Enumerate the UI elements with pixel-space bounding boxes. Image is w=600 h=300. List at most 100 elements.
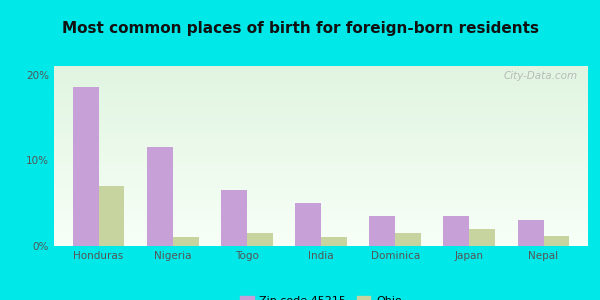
Bar (469, 229, 495, 246)
Bar (54, 226, 588, 228)
Bar (395, 233, 421, 246)
Bar (54, 205, 588, 206)
Bar (54, 142, 588, 143)
Bar (54, 120, 588, 122)
Bar (247, 233, 273, 246)
Bar (54, 102, 588, 104)
Bar (54, 151, 588, 152)
Bar (54, 107, 588, 109)
Bar (54, 98, 588, 100)
Bar (54, 154, 588, 156)
Bar (54, 221, 588, 223)
Bar (54, 242, 588, 244)
Bar (54, 80, 588, 82)
Bar (54, 152, 588, 154)
Bar (73, 87, 98, 246)
Bar (54, 129, 588, 131)
Bar (54, 163, 588, 165)
Bar (54, 235, 588, 237)
Bar (54, 188, 588, 190)
Bar (54, 170, 588, 172)
Legend: Zip code 45215, Ohio: Zip code 45215, Ohio (236, 291, 406, 300)
Bar (54, 95, 588, 97)
Bar (54, 109, 588, 111)
Bar (54, 106, 588, 107)
Bar (173, 237, 199, 246)
Bar (54, 181, 588, 183)
Bar (54, 185, 588, 187)
Bar (54, 88, 588, 89)
Bar (54, 86, 588, 88)
Bar (54, 124, 588, 125)
Bar (321, 237, 347, 246)
Bar (54, 75, 588, 77)
Bar (54, 100, 588, 102)
Bar (54, 239, 588, 241)
Bar (54, 187, 588, 188)
Bar (54, 125, 588, 127)
Bar (54, 219, 588, 221)
Bar (54, 82, 588, 84)
Bar (54, 190, 588, 192)
Bar (54, 197, 588, 199)
Bar (54, 138, 588, 140)
Bar (54, 179, 588, 181)
Bar (54, 196, 588, 197)
Bar (54, 169, 588, 170)
Bar (54, 140, 588, 142)
Bar (54, 118, 588, 120)
Bar (54, 97, 588, 98)
Bar (54, 145, 588, 147)
Text: Most common places of birth for foreign-born residents: Most common places of birth for foreign-… (62, 21, 539, 36)
Bar (54, 131, 588, 133)
Bar (54, 210, 588, 212)
Bar (54, 161, 588, 163)
Bar (54, 136, 588, 138)
Bar (54, 104, 588, 106)
Bar (54, 93, 588, 95)
Bar (54, 233, 588, 235)
Bar (54, 172, 588, 174)
Bar (54, 68, 588, 70)
Bar (54, 183, 588, 185)
Bar (54, 244, 588, 246)
Bar (443, 216, 469, 246)
Bar (54, 156, 588, 158)
Bar (54, 73, 588, 75)
Bar (54, 230, 588, 232)
Bar (54, 241, 588, 242)
Bar (54, 127, 588, 129)
Bar (54, 217, 588, 219)
Bar (54, 158, 588, 160)
Bar (54, 77, 588, 79)
Bar (147, 147, 173, 246)
Bar (54, 122, 588, 124)
Bar (54, 70, 588, 71)
Bar (54, 232, 588, 233)
Bar (54, 113, 588, 115)
Bar (54, 116, 588, 118)
Bar (54, 192, 588, 194)
Bar (54, 176, 588, 178)
Bar (54, 237, 588, 239)
Bar (54, 147, 588, 149)
Bar (54, 160, 588, 161)
Bar (54, 212, 588, 214)
Bar (54, 149, 588, 151)
Bar (54, 133, 588, 134)
Bar (54, 143, 588, 145)
Bar (54, 84, 588, 86)
Bar (54, 89, 588, 91)
Bar (54, 206, 588, 208)
Bar (54, 214, 588, 215)
Bar (54, 223, 588, 224)
Bar (54, 79, 588, 80)
Bar (54, 224, 588, 226)
Bar (98, 186, 124, 246)
Bar (54, 228, 588, 230)
Bar (295, 203, 321, 246)
Bar (369, 216, 395, 246)
Bar (54, 203, 588, 205)
Bar (54, 71, 588, 73)
Bar (54, 165, 588, 167)
